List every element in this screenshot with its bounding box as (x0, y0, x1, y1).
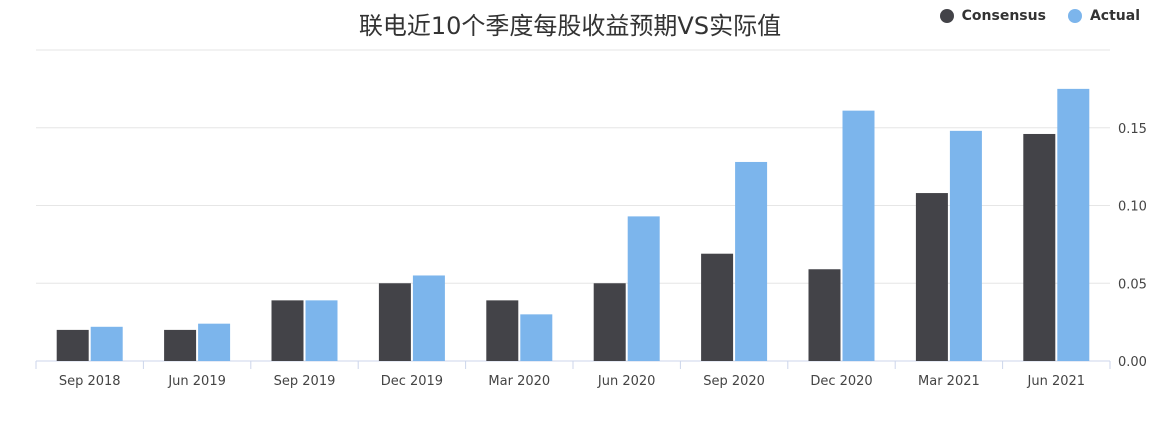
bar-consensus (56, 329, 89, 361)
bar-consensus (701, 253, 734, 361)
chart-title: 联电近10个季度每股收益预期VS实际值 (358, 12, 782, 40)
y-tick-label: 0.15 (1118, 122, 1147, 137)
x-tick-label: Dec 2020 (810, 374, 872, 389)
bar-consensus (271, 300, 304, 361)
legend-label-consensus: Consensus (961, 8, 1046, 24)
x-tick-label: Sep 2018 (59, 374, 121, 389)
bar-consensus (915, 193, 948, 361)
x-tick-label: Jun 2020 (597, 374, 656, 389)
x-tick-label: Mar 2020 (488, 374, 550, 389)
bar-actual (412, 275, 445, 361)
legend-item-actual[interactable]: Actual (1067, 8, 1140, 24)
y-tick-label: 0.10 (1118, 200, 1147, 215)
legend-marker-consensus (939, 9, 954, 23)
x-tick-label: Mar 2021 (918, 374, 980, 389)
bar-actual (627, 216, 660, 361)
x-tick-label: Dec 2019 (381, 374, 443, 389)
bar-actual (842, 110, 875, 362)
bar-consensus (593, 283, 626, 361)
legend-label-actual: Actual (1089, 8, 1140, 24)
bar-consensus (164, 329, 197, 361)
bar-consensus (1023, 133, 1056, 361)
bar-actual (198, 323, 231, 361)
bar-consensus (486, 300, 519, 361)
bar-consensus (378, 283, 411, 361)
bar-actual (90, 326, 123, 361)
bar-actual (305, 300, 338, 361)
legend-item-consensus[interactable]: Consensus (939, 8, 1046, 24)
y-tick-label: 0.00 (1118, 355, 1147, 370)
x-tick-label: Sep 2020 (703, 374, 765, 389)
bar-actual (949, 130, 982, 361)
y-tick-label: 0.05 (1118, 277, 1147, 292)
bar-actual (735, 161, 768, 361)
bar-actual (520, 314, 553, 361)
bar-consensus (808, 269, 841, 361)
x-tick-label: Jun 2019 (167, 374, 226, 389)
legend-marker-actual (1067, 9, 1082, 23)
x-tick-label: Jun 2021 (1027, 374, 1086, 389)
chart-legend: Consensus Actual (939, 8, 1140, 24)
x-tick-label: Sep 2019 (274, 374, 336, 389)
bar-actual (1057, 88, 1090, 361)
